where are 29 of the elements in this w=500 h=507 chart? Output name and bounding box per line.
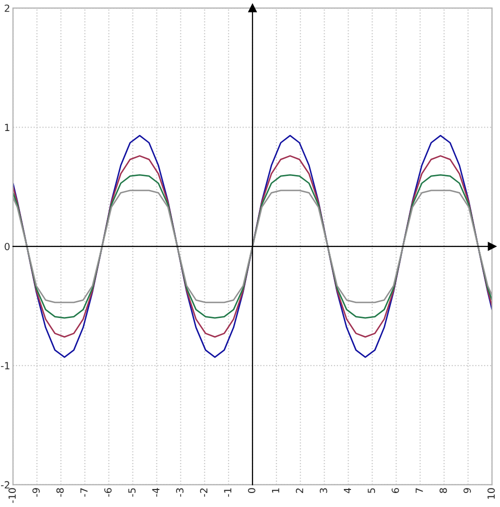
x-tick-label: -8 <box>56 488 64 497</box>
y-tick-label: -1 <box>1 362 10 370</box>
x-tick-label: 2 <box>296 488 304 493</box>
x-tick-label: 3 <box>320 488 328 493</box>
y-tick-label: 0 <box>4 242 10 250</box>
line-series <box>13 174 492 319</box>
x-tick-label: -5 <box>128 488 136 497</box>
x-tick-label: -4 <box>152 488 160 497</box>
x-tick-label: 1 <box>272 488 280 493</box>
x-tick-label: -6 <box>104 488 112 497</box>
x-tick-label: -2 <box>200 488 208 497</box>
line-series <box>13 190 492 304</box>
y-tick-label: 2 <box>4 4 10 12</box>
x-tick-label: -1 <box>224 488 232 497</box>
x-tick-label: -3 <box>176 488 184 497</box>
line-series <box>13 134 492 358</box>
x-tick-label: 10 <box>487 488 495 499</box>
x-tick-label: -7 <box>80 488 88 497</box>
x-tick-label: 7 <box>416 488 423 493</box>
x-tick-label: -9 <box>32 488 40 497</box>
line-series <box>13 155 492 338</box>
x-tick-label: 8 <box>440 488 447 493</box>
x-tick-label: 9 <box>464 488 471 494</box>
y-tick-label: 1 <box>5 124 10 131</box>
x-tick-label: 6 <box>392 488 400 493</box>
x-tick-label: 5 <box>368 488 376 493</box>
x-tick-label: 4 <box>344 488 351 494</box>
x-tick-label: -10 <box>8 488 16 503</box>
x-tick-label: 0 <box>248 488 256 494</box>
